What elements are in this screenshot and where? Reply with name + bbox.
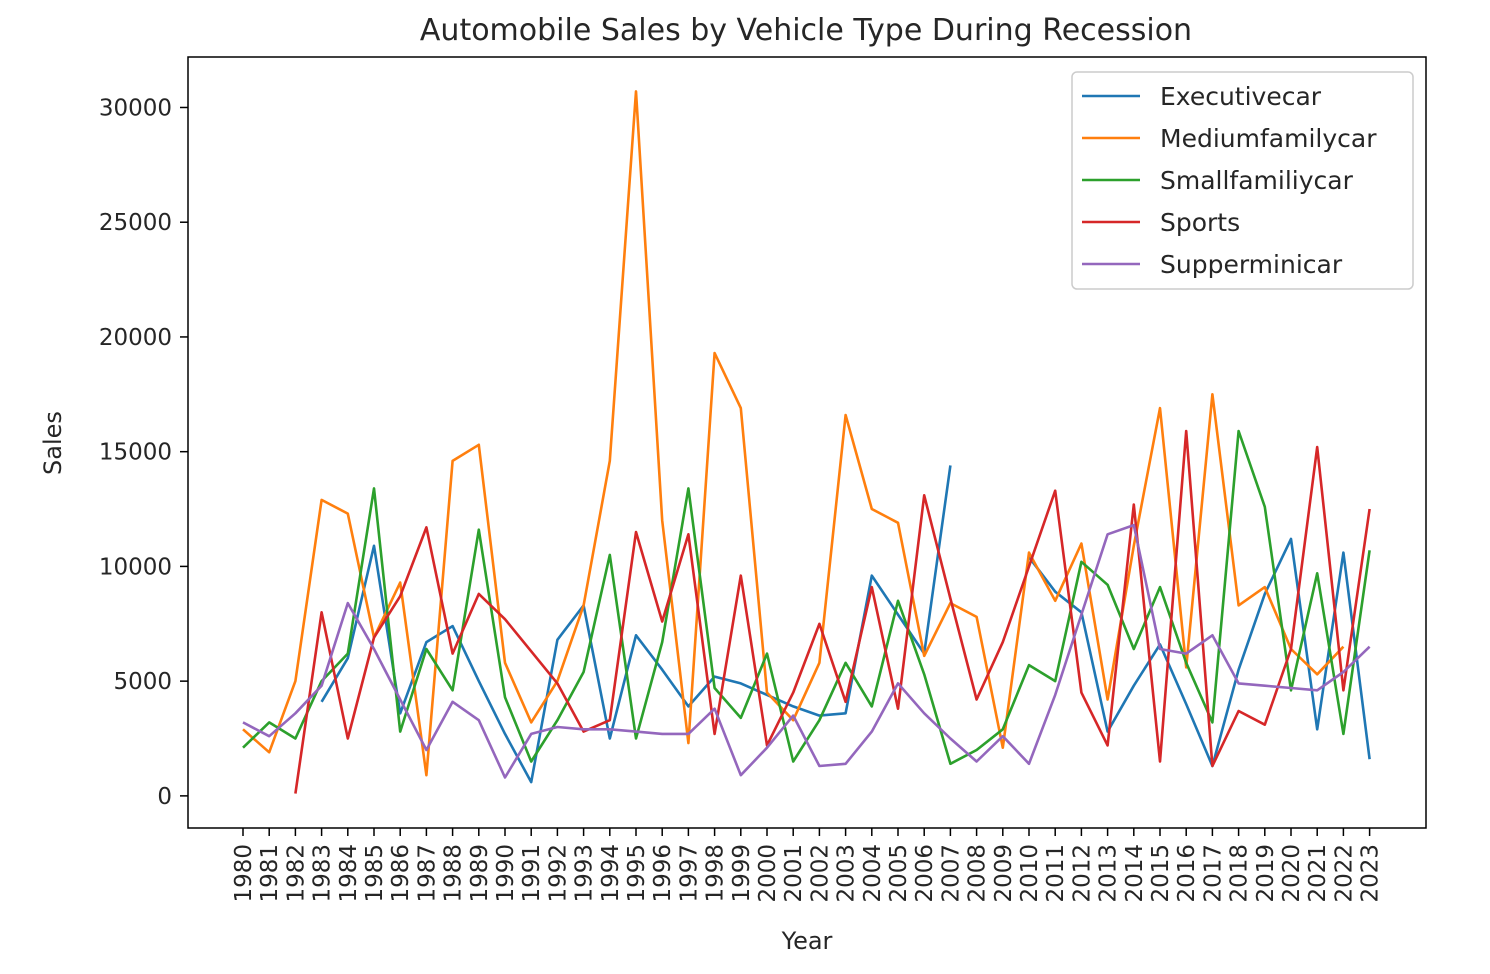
y-axis: 0 5000 10000 15000 20000 25000 30000 bbox=[99, 95, 188, 810]
x-tick-label: 1995 bbox=[624, 844, 650, 903]
x-tick-label: 1998 bbox=[703, 844, 729, 903]
y-tick-label: 10000 bbox=[99, 554, 172, 580]
x-tick-label: 1984 bbox=[336, 844, 362, 903]
legend-label: Smallfamiliycar bbox=[1160, 166, 1354, 195]
legend-label: Sports bbox=[1160, 208, 1240, 237]
y-axis-label: Sales bbox=[39, 411, 67, 475]
x-tick-label: 1990 bbox=[493, 844, 519, 903]
x-tick-label: 2001 bbox=[781, 844, 807, 903]
x-tick-label: 1992 bbox=[545, 844, 571, 903]
x-tick-label: 1988 bbox=[441, 844, 467, 903]
x-tick-label: 2007 bbox=[938, 844, 964, 903]
x-tick-label: 2012 bbox=[1069, 844, 1095, 903]
x-tick-label: 1982 bbox=[283, 844, 309, 903]
series-line-supperminicar bbox=[242, 523, 1371, 779]
y-tick-label: 15000 bbox=[99, 440, 172, 466]
x-tick-label: 1980 bbox=[231, 844, 257, 903]
x-tick-label: 1991 bbox=[519, 844, 545, 903]
x-tick-label: 2014 bbox=[1122, 844, 1148, 903]
x-tick-label: 1993 bbox=[572, 844, 598, 903]
x-tick-label: 2019 bbox=[1253, 844, 1279, 903]
x-tick-label: 2020 bbox=[1279, 844, 1305, 903]
series-lines bbox=[242, 90, 1371, 794]
legend-label: Supperminicar bbox=[1160, 250, 1343, 279]
x-tick-label: 1999 bbox=[729, 844, 755, 903]
legend: Executivecar Mediumfamilycar Smallfamiliyc… bbox=[1071, 71, 1414, 290]
x-tick-label: 2018 bbox=[1227, 844, 1253, 903]
x-tick-label: 2011 bbox=[1043, 844, 1069, 903]
x-tick-label: 2003 bbox=[834, 844, 860, 903]
x-tick-label: 1996 bbox=[650, 844, 676, 903]
y-tick-label: 30000 bbox=[99, 95, 172, 121]
x-tick-label: 2008 bbox=[965, 844, 991, 903]
legend-label: Executivecar bbox=[1160, 82, 1322, 111]
x-tick-label: 2021 bbox=[1305, 844, 1331, 903]
x-tick-label: 1994 bbox=[598, 844, 624, 903]
y-tick-label: 25000 bbox=[99, 210, 172, 236]
x-tick-label: 2023 bbox=[1358, 844, 1384, 903]
x-tick-label: 1981 bbox=[257, 844, 283, 903]
y-tick-label: 0 bbox=[157, 784, 172, 810]
series-line-mediumfamilycar bbox=[242, 90, 1345, 777]
series-line-executivecar bbox=[320, 465, 1371, 784]
x-tick-label: 2006 bbox=[912, 844, 938, 903]
legend-box bbox=[1071, 71, 1414, 290]
x-tick-label: 2015 bbox=[1148, 844, 1174, 903]
x-axis: 1980 1981 1982 1983 1984 1985 1986 1987 1988 1989… bbox=[231, 828, 1384, 903]
x-tick-label: 1985 bbox=[362, 844, 388, 903]
x-tick-label: 2013 bbox=[1096, 844, 1122, 903]
x-axis-label: Year bbox=[781, 927, 833, 955]
x-tick-label: 1989 bbox=[467, 844, 493, 903]
x-tick-label: 2009 bbox=[991, 844, 1017, 903]
x-tick-label: 2017 bbox=[1200, 844, 1226, 903]
x-tick-label: 2005 bbox=[886, 844, 912, 903]
x-tick-label: 1997 bbox=[676, 844, 702, 903]
legend-label: Mediumfamilycar bbox=[1160, 124, 1377, 153]
series-line-smallfamiliycar bbox=[242, 429, 1371, 766]
x-tick-label: 2002 bbox=[807, 844, 833, 903]
plot-area bbox=[187, 56, 1427, 829]
x-tick-label: 2000 bbox=[755, 844, 781, 903]
x-tick-label: 1987 bbox=[414, 844, 440, 903]
chart-title: Automobile Sales by Vehicle Type During … bbox=[420, 13, 1192, 48]
x-tick-label: 1983 bbox=[310, 844, 336, 903]
x-tick-label: 2004 bbox=[860, 844, 886, 903]
y-tick-label: 20000 bbox=[99, 325, 172, 351]
x-tick-label: 2016 bbox=[1174, 844, 1200, 903]
x-tick-label: 2022 bbox=[1331, 844, 1357, 903]
x-tick-label: 1986 bbox=[388, 844, 414, 903]
y-tick-label: 5000 bbox=[113, 669, 172, 695]
x-tick-label: 2010 bbox=[1017, 844, 1043, 903]
series-line-sports bbox=[294, 429, 1371, 794]
